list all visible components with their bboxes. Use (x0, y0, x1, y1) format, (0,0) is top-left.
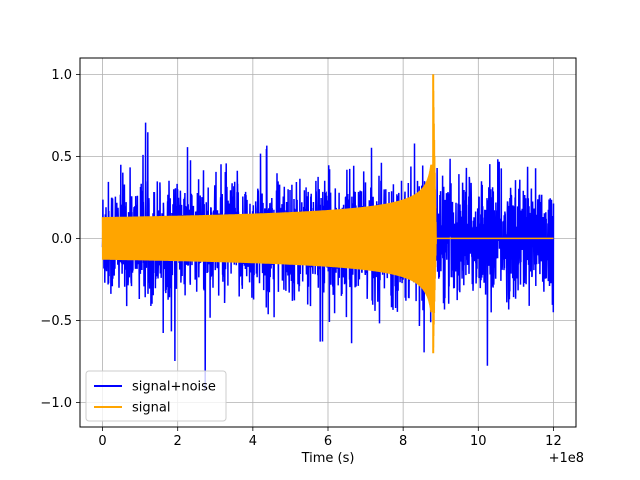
legend-box (85, 370, 227, 422)
x-axis-label: Time (s) (301, 451, 355, 466)
y-tick-label: −1.0 (40, 396, 72, 411)
y-tick-label: −0.5 (40, 314, 72, 329)
x-tick-label: 4 (249, 434, 257, 449)
y-tick-label: 0.5 (51, 150, 72, 165)
y-tick-label: 1.0 (51, 68, 72, 83)
y-tick-label: 0.0 (51, 232, 72, 247)
x-tick-label: 6 (324, 434, 332, 449)
legend-label-signal-noise: signal+noise (132, 380, 216, 395)
x-tick-label: 10 (470, 434, 487, 449)
series-line-signal (101, 74, 554, 348)
x-tick-label: 12 (545, 434, 562, 449)
x-tick-label: 0 (98, 434, 106, 449)
x-tick-label: 2 (174, 434, 182, 449)
plot-area (101, 74, 555, 391)
x-tick-label: 8 (399, 434, 407, 449)
x-axis-offset-label: +1e8 (549, 451, 584, 466)
ticks: 0 2 4 6 8 10 12 −1.0 −0.5 0.0 0.5 1.0 (40, 68, 561, 449)
legend-label-signal: signal (132, 401, 170, 416)
legend: signal+noise signal (85, 370, 227, 422)
